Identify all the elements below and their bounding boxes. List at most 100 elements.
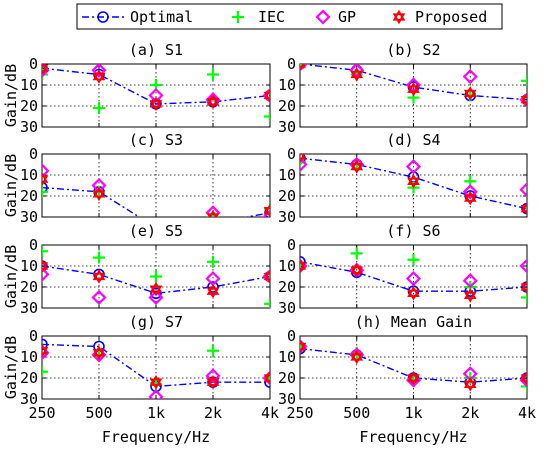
point-proposed bbox=[42, 171, 49, 187]
x-tick-label: 500 bbox=[85, 404, 112, 422]
x-axis-label: Frequency/Hz bbox=[102, 428, 210, 446]
point-iec bbox=[207, 344, 219, 357]
point-proposed bbox=[149, 374, 163, 390]
point-proposed bbox=[407, 173, 420, 189]
y-tick-label: 0 bbox=[29, 145, 38, 163]
x-tick-label: 1k bbox=[147, 404, 165, 422]
legend-label-gp: GP bbox=[338, 8, 356, 26]
point-proposed bbox=[263, 88, 270, 103]
grid bbox=[300, 336, 527, 399]
point-gp bbox=[205, 205, 221, 217]
series-layer bbox=[300, 247, 527, 304]
y-tick-label: 20 bbox=[278, 97, 296, 115]
y-tick-label: 10 bbox=[278, 166, 296, 184]
point-iec bbox=[521, 380, 527, 393]
point-proposed bbox=[407, 285, 420, 301]
point-iec bbox=[42, 245, 48, 258]
point-gp bbox=[205, 368, 221, 384]
series-layer bbox=[300, 64, 527, 108]
point-iec bbox=[521, 226, 533, 238]
panel-title: (e) S5 bbox=[129, 222, 183, 240]
y-axis-label: Gain/dB bbox=[2, 64, 20, 127]
point-proposed bbox=[300, 258, 307, 274]
y-tick-label: 20 bbox=[278, 278, 296, 296]
point-proposed bbox=[300, 339, 307, 354]
y-tick-label: 20 bbox=[20, 187, 38, 205]
point-optimal bbox=[207, 281, 219, 293]
point-proposed bbox=[42, 258, 49, 274]
point-gp bbox=[148, 289, 164, 306]
point-gp bbox=[405, 159, 422, 175]
series-layer bbox=[42, 245, 270, 308]
y-tick-label: 10 bbox=[20, 76, 38, 94]
y-tick-label: 30 bbox=[278, 390, 296, 408]
point-proposed bbox=[263, 269, 270, 284]
point-gp bbox=[462, 184, 478, 200]
x-tick-label: 500 bbox=[343, 404, 370, 422]
point-proposed bbox=[206, 94, 220, 110]
legend-label-iec: IEC bbox=[258, 8, 285, 26]
point-proposed bbox=[350, 349, 364, 365]
point-optimal bbox=[42, 181, 48, 194]
point-optimal bbox=[521, 202, 527, 215]
point-iec bbox=[407, 253, 420, 266]
y-tick-label: 0 bbox=[29, 327, 38, 345]
y-tick-label: 20 bbox=[20, 278, 38, 296]
grid bbox=[42, 64, 270, 127]
y-tick-label: 20 bbox=[20, 97, 38, 115]
point-gp bbox=[42, 266, 50, 282]
point-proposed bbox=[206, 374, 220, 390]
y-tick-label: 20 bbox=[278, 187, 296, 205]
point-iec bbox=[150, 270, 162, 283]
point-gp bbox=[462, 273, 478, 289]
point-proposed bbox=[263, 203, 270, 217]
point-gp bbox=[148, 389, 164, 399]
point-proposed bbox=[149, 281, 163, 297]
point-optimal bbox=[521, 281, 527, 293]
x-tick-label: 250 bbox=[286, 404, 313, 422]
x-tick-label: 2k bbox=[461, 404, 479, 422]
y-tick-label: 10 bbox=[20, 257, 38, 275]
point-proposed bbox=[92, 69, 106, 84]
point-proposed bbox=[350, 159, 364, 174]
legend-marker-iec bbox=[232, 11, 244, 23]
point-proposed bbox=[407, 81, 420, 97]
x-tick-label: 2k bbox=[204, 404, 222, 422]
point-proposed bbox=[520, 370, 527, 386]
x-tick-label: 250 bbox=[28, 404, 55, 422]
point-proposed bbox=[42, 343, 49, 359]
point-proposed bbox=[463, 376, 477, 392]
point-gp bbox=[519, 182, 527, 198]
y-tick-label: 10 bbox=[278, 257, 296, 275]
panel-title: (d) S4 bbox=[386, 131, 440, 149]
panel-title: (a) S1 bbox=[129, 41, 183, 59]
point-optimal bbox=[42, 260, 48, 272]
point-proposed bbox=[463, 190, 477, 206]
legend-box bbox=[76, 3, 503, 30]
point-optimal bbox=[300, 256, 306, 268]
panel-b-s2: 0 10 20 30 (b) S2 bbox=[278, 41, 528, 136]
legend-marker-gp bbox=[315, 9, 331, 25]
panel-title: (b) S2 bbox=[386, 41, 440, 59]
point-iec bbox=[264, 297, 270, 308]
y-tick-label: 30 bbox=[20, 208, 38, 226]
y-tick-label: 30 bbox=[278, 299, 296, 317]
point-proposed bbox=[350, 262, 364, 278]
y-tick-label: 30 bbox=[278, 118, 296, 136]
series-layer bbox=[300, 338, 527, 393]
point-proposed bbox=[300, 154, 307, 164]
y-tick-label: 0 bbox=[287, 55, 296, 73]
panel-title: (g) S7 bbox=[129, 313, 183, 331]
point-proposed bbox=[520, 279, 527, 295]
point-gp bbox=[262, 209, 270, 217]
y-tick-label: 20 bbox=[20, 369, 38, 387]
point-gp bbox=[462, 69, 478, 85]
legend-marker-proposed bbox=[392, 9, 406, 25]
point-gp bbox=[91, 289, 107, 306]
point-proposed bbox=[520, 201, 527, 216]
point-optimal bbox=[208, 218, 218, 228]
